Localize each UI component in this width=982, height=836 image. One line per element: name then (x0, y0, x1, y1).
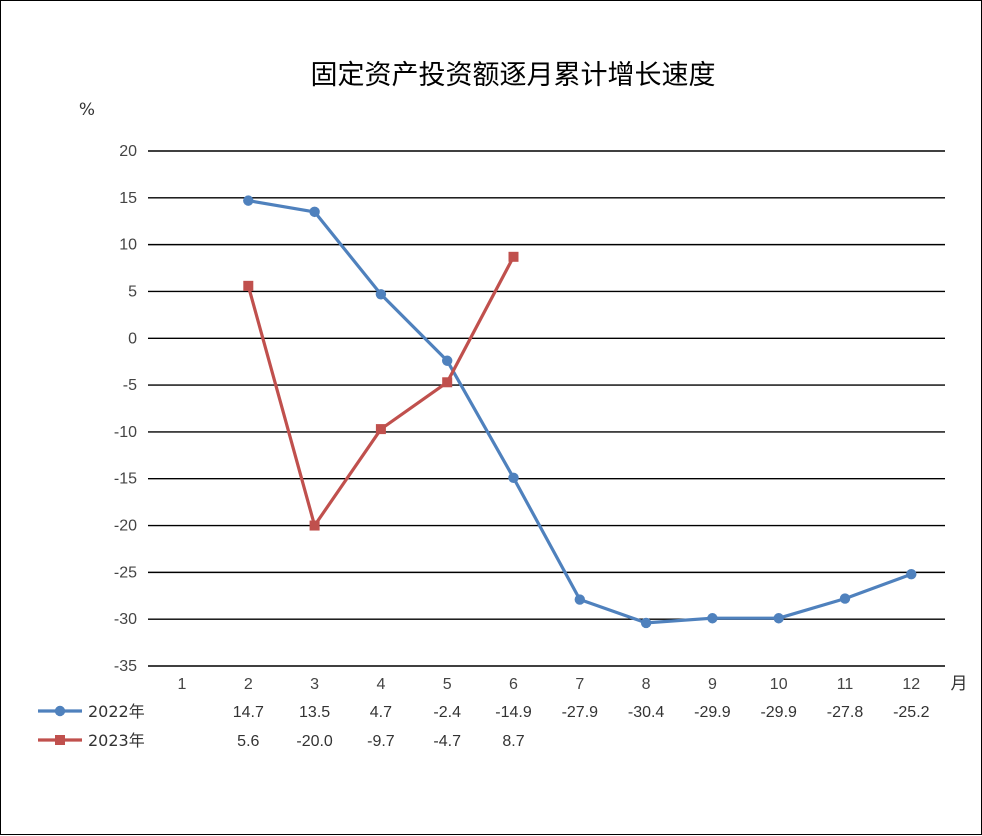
y-tick-label: -25 (114, 564, 137, 581)
y-tick-label: -10 (114, 424, 137, 441)
legend-marker (55, 735, 65, 745)
data-table-value: -29.9 (694, 704, 731, 721)
x-tick-label: 8 (642, 676, 651, 693)
y-axis-unit-label: % (79, 100, 95, 120)
y-tick-label: 20 (119, 143, 137, 160)
y-tick-label: -35 (114, 658, 137, 675)
data-table-value: -20.0 (296, 733, 333, 750)
x-tick-label: 1 (178, 676, 187, 693)
chart-title: 固定资产投资额逐月累计增长速度 (311, 60, 716, 91)
data-table-value: -14.9 (495, 704, 532, 721)
x-tick-label: 7 (575, 676, 584, 693)
data-table-value: -29.9 (760, 704, 797, 721)
data-point (707, 613, 718, 624)
data-point (906, 569, 917, 580)
legend-label: 2022年 (88, 702, 145, 721)
y-tick-label: -5 (123, 377, 137, 394)
data-point (442, 355, 453, 366)
data-point (773, 613, 784, 624)
x-tick-label: 5 (443, 676, 452, 693)
data-table-value: -2.4 (433, 704, 461, 721)
x-tick-label: 9 (708, 676, 717, 693)
y-tick-label: 15 (119, 190, 137, 207)
data-table-value: -25.2 (893, 704, 930, 721)
data-table-value: -27.9 (562, 704, 599, 721)
x-tick-label: 3 (310, 676, 319, 693)
x-axis-unit-label: 月 (951, 674, 968, 694)
x-tick-label: 12 (902, 676, 920, 693)
x-tick-label: 2 (244, 676, 253, 693)
data-table: 2022年 14.7 13.5 4.7 -2.4 -14.9 -27.9 -30.4 -29.9… (38, 702, 930, 750)
x-tick-label: 11 (837, 676, 854, 693)
series-lines (246, 199, 912, 625)
y-tick-label: -20 (114, 518, 137, 535)
y-tick-label: 5 (128, 283, 137, 300)
gridlines (148, 150, 945, 667)
x-tick-labels: 1 2 3 4 5 6 7 8 9 10 11 12 (178, 676, 921, 693)
series-markers (243, 195, 917, 629)
data-point (508, 251, 519, 262)
data-point (375, 424, 386, 435)
data-table-value: 14.7 (233, 704, 264, 721)
data-point (640, 617, 652, 629)
data-table-value: -27.8 (827, 704, 864, 721)
legend-label: 2023年 (88, 731, 145, 750)
data-table-value: 4.7 (370, 704, 392, 721)
data-table-value: -30.4 (628, 704, 665, 721)
legend-marker (54, 705, 66, 717)
data-table-value: 13.5 (299, 704, 330, 721)
y-tick-label: -15 (114, 471, 137, 488)
data-table-value: 5.6 (237, 733, 259, 750)
y-tick-label: 0 (128, 330, 137, 347)
y-tick-label: -30 (114, 611, 137, 628)
x-tick-label: 6 (509, 676, 518, 693)
x-tick-label: 4 (376, 676, 385, 693)
data-point (243, 195, 254, 206)
y-tick-label: 10 (119, 237, 137, 254)
x-tick-label: 10 (770, 676, 788, 693)
data-point (375, 289, 387, 300)
data-point (442, 377, 453, 388)
y-tick-labels: 20 15 10 5 0 -5 -10 -15 -20 -25 -30 -35 (114, 143, 137, 675)
data-table-value: -4.7 (433, 733, 461, 750)
data-point (309, 206, 320, 218)
series-line-1 (248, 199, 912, 625)
data-point (309, 520, 320, 531)
data-table-value: -9.7 (367, 733, 395, 750)
data-table-value: 8.7 (502, 733, 524, 750)
data-point (839, 593, 851, 604)
data-point (243, 280, 254, 291)
data-point (574, 594, 585, 605)
data-point (508, 472, 519, 483)
